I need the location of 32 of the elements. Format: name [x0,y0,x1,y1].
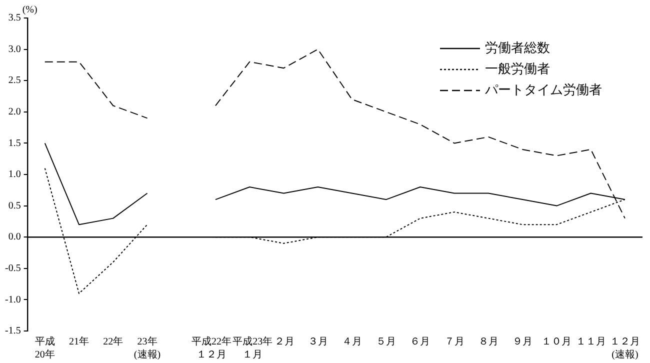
x-tick-label: １２月 (速報) [610,336,640,361]
x-tick-label: ３月 [308,336,328,348]
y-tick-label: 1.0 [8,169,21,180]
y-tick-label: 0.5 [8,200,21,212]
x-tick-label: ４月 [342,336,362,348]
y-tick-label: 2.5 [8,75,21,86]
y-tick-label: 1.5 [8,138,21,149]
legend-label: 労働者総数 [485,40,550,55]
y-tick-label: -0.5 [4,263,21,274]
y-tick-label: 0.0 [8,232,21,243]
legend-label: パートタイム労働者 [484,82,602,97]
x-tick-label: １０月 [542,336,572,348]
x-tick-label: ２月 [274,336,295,348]
x-tick-label: ９月 [512,336,533,348]
x-tick-label: 23年 (速報) [134,336,161,361]
y-tick-label: -1.0 [4,294,21,306]
x-tick-label: ８月 [478,336,498,348]
x-tick-label: 平成 20年 [34,336,55,361]
y-tick-label: 3.0 [8,44,21,55]
x-tick-label: 21年 [69,336,90,348]
y-tick-label: 3.5 [8,12,21,24]
y-axis-title: (%) [22,4,38,16]
x-tick-label: ５月 [376,336,396,348]
x-tick-label: 22年 [103,336,124,348]
x-tick-label: １１月 [576,336,606,348]
x-tick-label: ６月 [410,336,430,348]
y-tick-label: 2.0 [8,106,21,118]
legend-label: 一般労働者 [485,60,550,76]
x-tick-label: 平成22年１２月 [192,336,232,361]
x-tick-label: ７月 [444,336,464,348]
y-tick-label: -1.5 [4,326,21,337]
x-tick-label: 平成23年１月 [232,336,273,361]
